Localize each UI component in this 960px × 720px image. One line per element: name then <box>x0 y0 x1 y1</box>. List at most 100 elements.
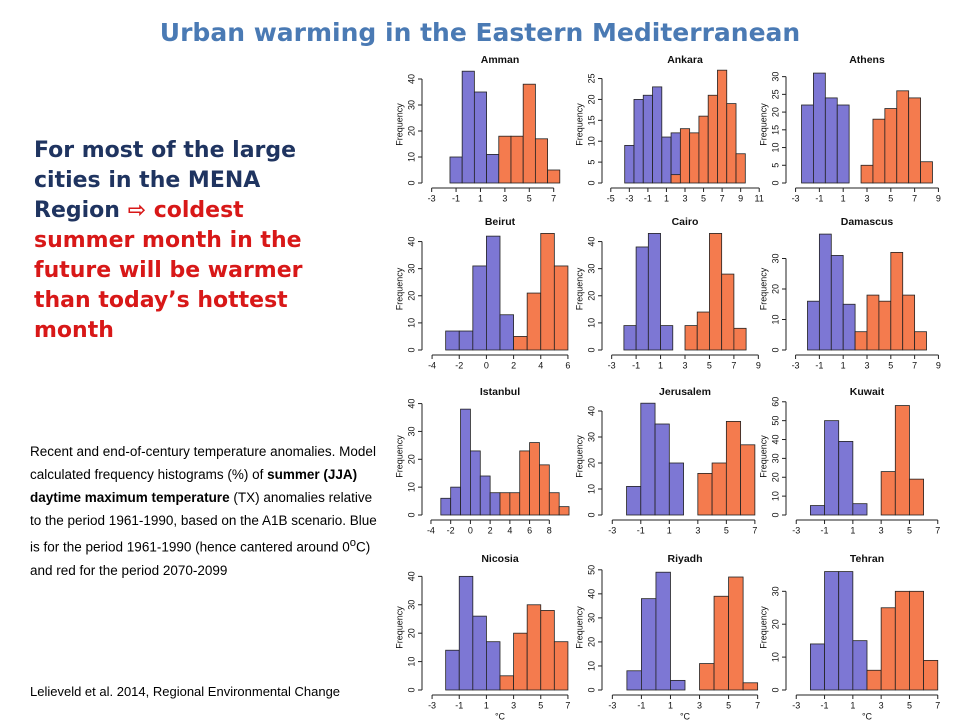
x-tick-label: -3 <box>608 360 616 370</box>
x-tick-label: -3 <box>625 193 633 203</box>
y-tick-label: 10 <box>586 318 596 328</box>
histogram-bar <box>836 104 850 184</box>
x-tick-label: 3 <box>879 525 884 535</box>
y-tick-label: 30 <box>770 586 780 596</box>
y-tick-label: 0 <box>406 687 416 692</box>
x-tick-label: 7 <box>935 700 940 710</box>
y-axis-label: Frequency <box>574 103 584 146</box>
histogram-bar <box>923 659 939 691</box>
caption-bold: summer (JJA) daytime maximum temperature <box>30 467 358 505</box>
x-tick-label: -4 <box>427 525 435 535</box>
x-tick-label: -3 <box>792 700 800 710</box>
histogram-bar <box>472 615 487 691</box>
histogram-bar <box>699 663 715 691</box>
y-tick-label: 30 <box>586 613 596 623</box>
x-tick-label: 1 <box>841 193 846 203</box>
histogram-bar <box>635 246 649 351</box>
y-tick-label: 20 <box>586 94 596 104</box>
y-tick-label: 40 <box>586 406 596 416</box>
x-tick-label: -1 <box>815 360 823 370</box>
y-tick-label: 20 <box>770 107 780 117</box>
x-tick-label: -3 <box>428 193 436 203</box>
y-axis-label: Frequency <box>758 606 768 649</box>
x-tick-label: 5 <box>888 360 893 370</box>
histogram-bar <box>499 314 514 351</box>
y-tick-label: 40 <box>406 237 416 247</box>
x-tick-label: 3 <box>864 360 869 370</box>
x-tick-label: 5 <box>538 700 543 710</box>
x-tick-label: 8 <box>547 525 552 535</box>
chart-title: Tehran <box>850 553 884 565</box>
histogram-bar <box>818 233 832 351</box>
y-tick-label: 20 <box>770 284 780 294</box>
x-axis-label: °C <box>495 711 506 720</box>
y-tick-label: 0 <box>586 512 596 517</box>
y-tick-label: 20 <box>406 126 416 136</box>
histogram-bar <box>513 632 528 691</box>
histogram-bar <box>697 472 713 516</box>
histogram-bar <box>684 325 698 351</box>
x-axis-label: °C <box>680 711 691 720</box>
histogram-bar <box>696 311 710 351</box>
y-tick-label: 40 <box>406 399 416 409</box>
histogram-bar <box>489 492 501 516</box>
x-tick-label: 3 <box>502 193 507 203</box>
y-tick-label: 30 <box>406 600 416 610</box>
histogram-bar <box>852 503 868 516</box>
histogram-bar <box>647 233 661 351</box>
y-axis-label: Frequency <box>574 606 584 649</box>
x-tick-label: 1 <box>484 700 489 710</box>
histogram-bar <box>698 115 709 184</box>
y-tick-label: 60 <box>770 397 780 407</box>
histogram-bar <box>909 478 925 516</box>
y-tick-label: 10 <box>406 657 416 667</box>
histogram-bar <box>624 144 635 184</box>
y-tick-label: 0 <box>406 512 416 517</box>
x-tick-label: -3 <box>428 700 436 710</box>
histogram-bar <box>902 294 916 351</box>
histogram-bar <box>668 462 684 516</box>
y-tick-label: 30 <box>586 432 596 442</box>
y-axis-label: Frequency <box>758 267 768 310</box>
y-axis-label: Frequency <box>394 435 404 478</box>
x-tick-label: 5 <box>707 360 712 370</box>
x-tick-label: 7 <box>752 525 757 535</box>
y-tick-label: 0 <box>406 180 416 185</box>
x-tick-label: -1 <box>821 700 829 710</box>
y-tick-label: 0 <box>770 512 780 517</box>
histogram-bar <box>640 402 656 516</box>
x-tick-label: 7 <box>551 193 556 203</box>
histogram-bar <box>880 607 896 691</box>
caption-sup: o <box>349 537 356 549</box>
caption: Recent and end-of-century temperature an… <box>30 440 380 582</box>
y-tick-label: 20 <box>770 619 780 629</box>
y-axis-label: Frequency <box>574 435 584 478</box>
histogram-bar <box>486 235 501 351</box>
histogram-bar <box>529 442 540 516</box>
histogram-bar <box>894 405 910 516</box>
y-tick-label: 0 <box>770 180 780 185</box>
x-tick-label: 5 <box>907 525 912 535</box>
histogram-bar <box>830 255 844 351</box>
histogram-bar <box>842 303 856 351</box>
y-axis-label: Frequency <box>574 267 584 310</box>
y-tick-label: 30 <box>770 72 780 82</box>
x-tick-label: 3 <box>879 700 884 710</box>
x-tick-label: 5 <box>888 193 893 203</box>
histogram-bar <box>522 83 536 184</box>
histogram-bar <box>866 669 882 691</box>
histogram-bar <box>711 462 727 516</box>
histogram-bar <box>486 641 501 691</box>
histogram-bar <box>479 475 491 516</box>
chart-title: Riyadh <box>667 553 702 565</box>
x-tick-label: 3 <box>511 700 516 710</box>
histogram-bar <box>852 640 868 691</box>
x-tick-label: 7 <box>565 700 570 710</box>
y-tick-label: 20 <box>586 637 596 647</box>
x-tick-label: 7 <box>720 193 725 203</box>
y-tick-label: 30 <box>406 264 416 274</box>
histogram-bar <box>553 641 569 691</box>
histogram-bar <box>679 128 691 184</box>
histogram-bar <box>626 485 642 516</box>
histogram-bar <box>539 464 550 516</box>
